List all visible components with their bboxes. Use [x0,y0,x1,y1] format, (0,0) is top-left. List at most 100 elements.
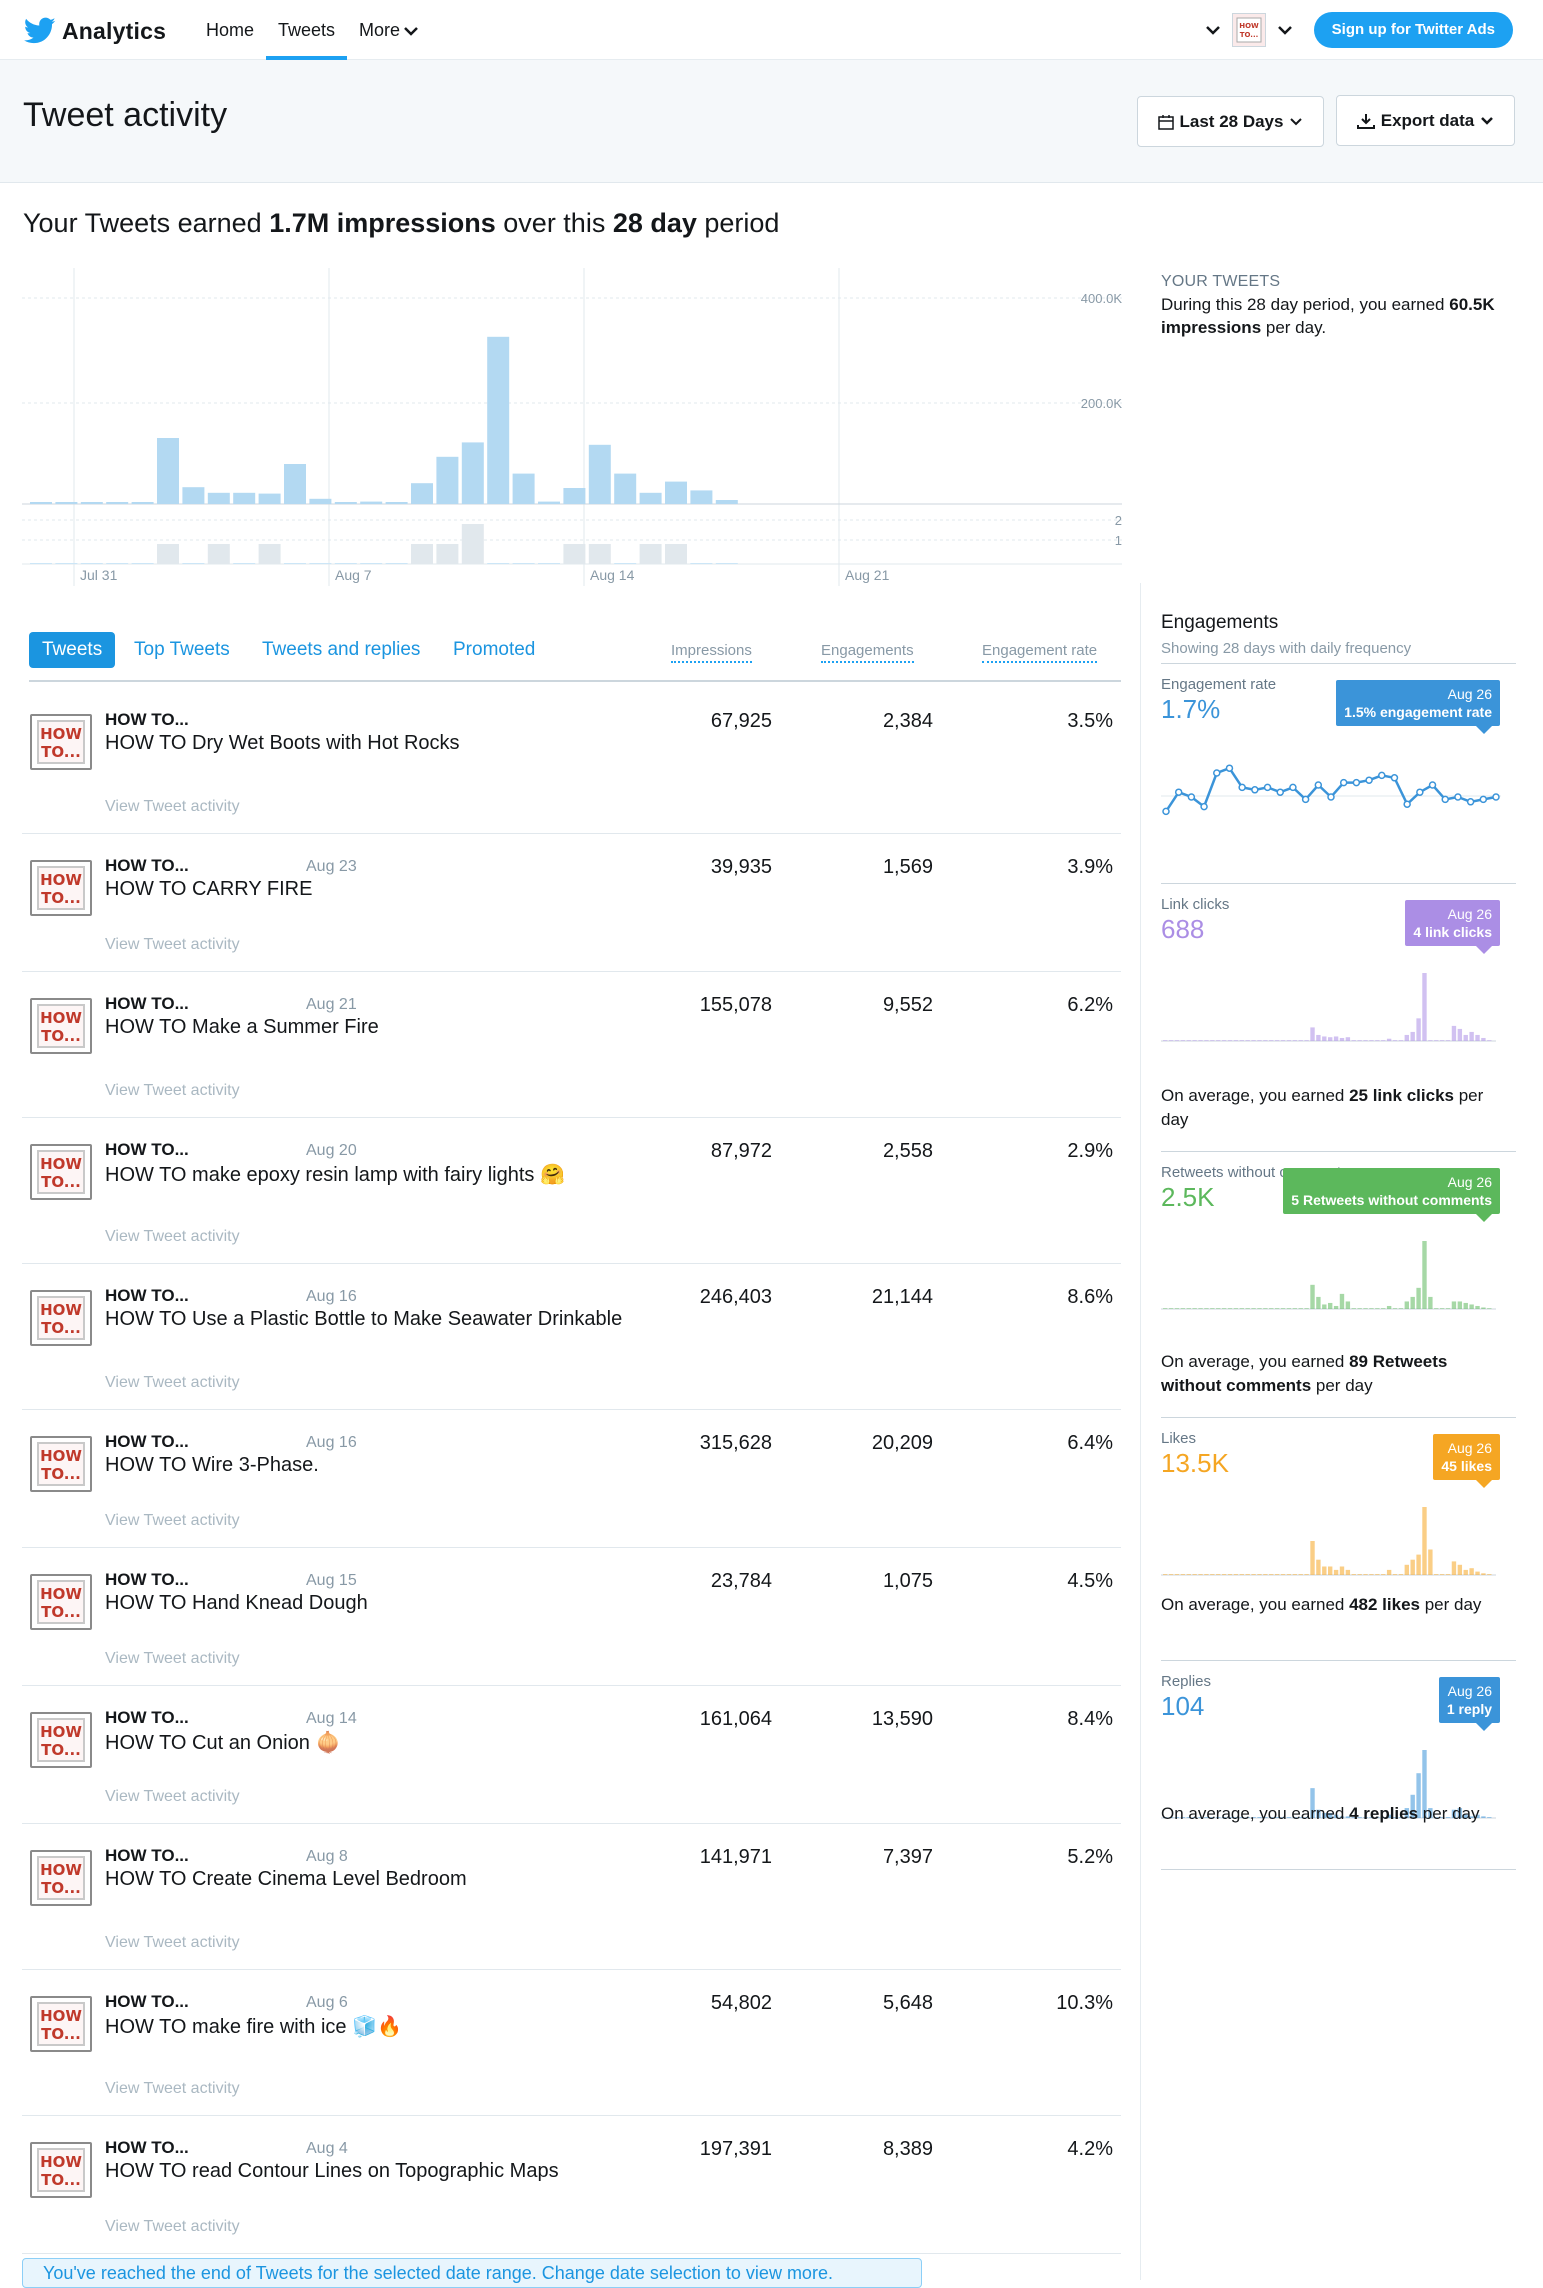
tweet-text[interactable]: HOW TO make epoxy resin lamp with fairy … [105,1164,565,1186]
impressions-bar[interactable] [487,336,510,504]
mini-chart-bar[interactable] [1398,1040,1404,1041]
avatar[interactable]: HOW TO... [30,1712,92,1768]
view-tweet-activity-link[interactable]: View Tweet activity [105,2218,240,2235]
mini-chart-bar[interactable] [1292,1574,1298,1575]
mini-chart-bar[interactable] [1280,1040,1286,1041]
tweets-count-bar[interactable] [690,563,713,564]
avatar[interactable]: HOW TO... [30,2142,92,2198]
mini-chart-bar[interactable] [1345,1037,1351,1041]
tweets-count-bar[interactable] [538,563,560,564]
mini-chart-bar[interactable] [1298,1574,1303,1575]
mini-chart-bar[interactable] [1168,1574,1174,1575]
tweets-count-bar[interactable] [258,544,281,564]
mini-chart-bar[interactable] [1239,1308,1244,1309]
tweets-count-bar[interactable] [55,563,78,564]
mini-chart-bar[interactable] [1428,1040,1433,1041]
impressions-bar[interactable] [588,444,611,504]
mini-chart-bar[interactable] [1216,1574,1221,1575]
impressions-bar[interactable] [563,488,586,504]
mini-chart-bar[interactable] [1363,1308,1368,1309]
mini-chart-bar[interactable] [1363,1817,1368,1818]
mini-chart-bar[interactable] [1457,1808,1463,1818]
mini-chart-bar[interactable] [1381,1574,1386,1575]
mini-chart-bar[interactable] [1328,1566,1333,1576]
mini-chart-bar[interactable] [1369,1574,1374,1575]
account-avatar[interactable]: HOW TO... [1231,13,1266,47]
mini-chart-bar[interactable] [1463,1034,1468,1041]
impressions-bar[interactable] [157,438,179,504]
mini-chart-bar[interactable] [1351,1817,1356,1818]
table-row[interactable]: HOW TO... HOW TO... Aug 23 HOW TO CARRY FIRE… [22,834,1121,972]
view-tweet-activity-link[interactable]: View Tweet activity [105,1788,240,1805]
mini-chart-bar[interactable] [1487,1040,1492,1041]
view-tweet-activity-link[interactable]: View Tweet activity [105,1512,240,1529]
tweets-count-bar[interactable] [360,563,383,564]
mini-chart-bar[interactable] [1322,1566,1327,1576]
engagement-rate-point[interactable] [1174,788,1183,796]
mini-chart-bar[interactable] [1257,1574,1262,1575]
table-row[interactable]: HOW TO... HOW TO... Aug 16 HOW TO Wire 3-Pha… [22,1410,1121,1548]
mini-chart-bar[interactable] [1410,1296,1415,1309]
mini-chart-bar[interactable] [1398,1817,1404,1818]
mini-chart-bar[interactable] [1322,1036,1327,1041]
mini-chart-bar[interactable] [1227,1574,1233,1575]
view-tweet-activity-link[interactable]: View Tweet activity [105,1374,240,1391]
mini-chart-bar[interactable] [1381,1040,1386,1041]
mini-chart-bar[interactable] [1198,1308,1203,1309]
mini-chart-bar[interactable] [1245,1308,1250,1309]
impressions-bar[interactable] [512,473,535,504]
mini-chart-bar[interactable] [1363,1040,1368,1041]
mini-chart-bar[interactable] [1469,1031,1474,1041]
mini-chart-bar[interactable] [1328,1302,1333,1309]
tweets-count-bar[interactable] [665,544,687,564]
mini-chart-bar[interactable] [1216,1308,1221,1309]
mini-chart-bar[interactable] [1168,1308,1174,1309]
mini-chart-bar[interactable] [1233,1308,1239,1309]
avatar[interactable]: HOW TO... [30,714,92,770]
mini-chart-bar[interactable] [1469,1816,1474,1818]
mini-chart-bar[interactable] [1227,1040,1233,1041]
mini-chart-bar[interactable] [1357,1308,1362,1309]
mini-chart-bar[interactable] [1245,1040,1250,1041]
mini-chart-bar[interactable] [1333,1569,1339,1575]
engagement-rate-point[interactable] [1251,786,1259,794]
mini-chart-bar[interactable] [1386,1038,1392,1041]
mini-chart-bar[interactable] [1174,1308,1180,1309]
mini-chart-bar[interactable] [1445,1817,1451,1818]
mini-chart-bar[interactable] [1257,1040,1262,1041]
engagement-rate-point[interactable] [1454,793,1462,801]
mini-chart-bar[interactable] [1434,1040,1439,1041]
engagement-rate-point[interactable] [1276,788,1284,796]
impressions-bar[interactable] [639,492,662,504]
mini-chart-bar[interactable] [1198,1817,1203,1818]
mini-chart-bar[interactable] [1204,1817,1209,1818]
table-row[interactable]: HOW TO... HOW TO... HOW TO Dry Wet Boots wi… [22,688,1121,834]
mini-chart-bar[interactable] [1251,1574,1256,1575]
column-header-engagements[interactable]: Engagements [821,642,914,663]
view-tweet-activity-link[interactable]: View Tweet activity [105,1650,240,1667]
mini-chart-bar[interactable] [1280,1308,1286,1309]
tweets-count-bar[interactable] [411,544,433,564]
impressions-bar[interactable] [715,500,738,504]
avatar[interactable]: HOW TO... [30,1290,92,1346]
impressions-bar[interactable] [309,498,332,504]
mini-chart-bar[interactable] [1375,1040,1380,1041]
mini-chart-bar[interactable] [1487,1574,1492,1575]
impressions-bar[interactable] [334,502,357,504]
impressions-bar[interactable] [284,464,306,504]
mini-chart-bar[interactable] [1428,1549,1433,1576]
mini-chart-bar[interactable] [1339,1816,1345,1818]
engagement-rate-point[interactable] [1301,795,1310,804]
tweets-count-bar[interactable] [157,544,179,564]
mini-chart-bar[interactable] [1487,1308,1492,1309]
export-data-button[interactable]: Export data [1336,95,1515,146]
mini-chart-bar[interactable] [1274,1040,1280,1041]
engagement-rate-point[interactable] [1238,783,1246,792]
mini-chart-bar[interactable] [1274,1308,1280,1309]
mini-chart-bar[interactable] [1174,1040,1180,1041]
tab-tweets-and-replies[interactable]: Tweets and replies [262,639,421,660]
mini-chart-bar[interactable] [1163,1040,1168,1041]
nav-more[interactable]: More [347,0,430,60]
mini-chart-bar[interactable] [1221,1040,1227,1041]
mini-chart-bar[interactable] [1404,1301,1409,1309]
